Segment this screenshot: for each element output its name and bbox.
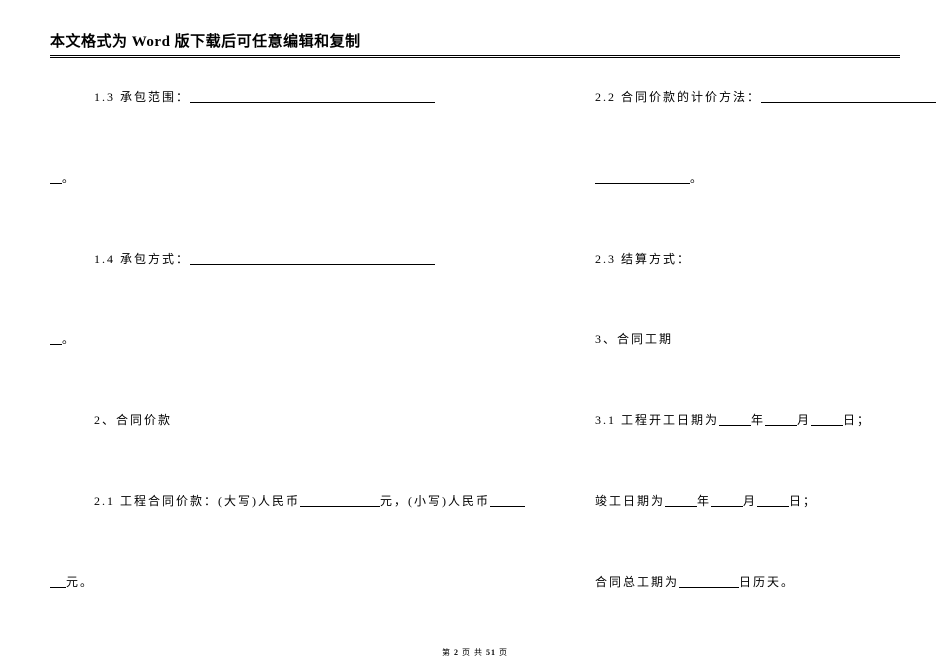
r-section-3: 3、合同工期	[595, 332, 673, 346]
footer-c: 页	[496, 648, 508, 657]
blank-line	[811, 412, 843, 426]
doc-header-title: 本文格式为 Word 版下载后可任意编辑和复制	[50, 30, 900, 51]
right-column: 2.2 合同价款的计价方法： 。 2.3 结算方式： 3、合同工期 3.1 工程…	[595, 86, 936, 652]
r-row-6: 竣工日期为 年 月 日；	[595, 490, 936, 513]
two-column-body: 1.3 承包范围： 。 1.4 承包方式： 。 2、合同价款 2.1 工程合同价…	[50, 86, 900, 652]
blank-line	[711, 493, 743, 507]
l-row-5: 2、合同价款	[50, 409, 525, 432]
blank-line	[300, 493, 380, 507]
l-1-3-label: 1.3 承包范围：	[94, 90, 190, 104]
l-period-2: 。	[62, 332, 76, 346]
blank-line	[679, 574, 739, 588]
blank-line	[190, 251, 435, 265]
r-total-b: 日历天。	[739, 575, 795, 589]
r-row-7: 合同总工期为 日历天。	[595, 571, 936, 594]
r-end-d: 日；	[789, 494, 817, 508]
l-row-1: 1.3 承包范围：	[50, 86, 525, 109]
blank-line	[761, 89, 936, 103]
header-rule	[50, 55, 900, 58]
l-row-6: 2.1 工程合同价款：(大写)人民币 元，(小写)人民币	[50, 490, 525, 513]
blank-line	[757, 493, 789, 507]
blank-line	[50, 170, 62, 184]
l-1-4-label: 1.4 承包方式：	[94, 252, 190, 266]
blank-line	[50, 574, 66, 588]
blank-line	[665, 493, 697, 507]
footer-b: 页 共	[459, 648, 486, 657]
r-row-4: 3、合同工期	[595, 328, 936, 351]
r-row-1: 2.2 合同价款的计价方法：	[595, 86, 936, 109]
r-3-1-d: 日；	[843, 413, 871, 427]
blank-line	[50, 331, 62, 345]
l-period-1: 。	[62, 171, 76, 185]
footer-a: 第	[442, 648, 454, 657]
l-row-3: 1.4 承包方式：	[50, 248, 525, 271]
r-3-1-c: 月	[797, 413, 811, 427]
r-3-1-a: 3.1 工程开工日期为	[595, 413, 719, 427]
l-row-2: 。	[50, 167, 525, 190]
l-row-4: 。	[50, 328, 525, 351]
l-2-1-b: 元，(小写)人民币	[380, 494, 490, 508]
r-2-3-label: 2.3 结算方式：	[595, 252, 691, 266]
r-2-2-label: 2.2 合同价款的计价方法：	[595, 90, 761, 104]
r-row-2: 。	[595, 167, 936, 190]
r-row-3: 2.3 结算方式：	[595, 248, 936, 271]
l-2-1-a: 2.1 工程合同价款：(大写)人民币	[94, 494, 300, 508]
r-total-a: 合同总工期为	[595, 575, 679, 589]
r-end-c: 月	[743, 494, 757, 508]
blank-line	[190, 89, 435, 103]
l-section-2: 2、合同价款	[94, 413, 172, 427]
r-period-1: 。	[690, 171, 704, 185]
r-row-5: 3.1 工程开工日期为 年 月 日；	[595, 409, 936, 432]
blank-line	[765, 412, 797, 426]
blank-line	[490, 493, 525, 507]
l-row-7: 元。	[50, 571, 525, 594]
r-end-b: 年	[697, 494, 711, 508]
r-3-1-b: 年	[751, 413, 765, 427]
footer-total: 51	[486, 648, 496, 657]
r-end-a: 竣工日期为	[595, 494, 665, 508]
left-column: 1.3 承包范围： 。 1.4 承包方式： 。 2、合同价款 2.1 工程合同价…	[50, 86, 525, 652]
page-footer: 第 2 页 共 51 页	[0, 647, 950, 658]
l-yuan: 元。	[66, 575, 94, 589]
blank-line	[719, 412, 751, 426]
blank-line	[595, 170, 690, 184]
